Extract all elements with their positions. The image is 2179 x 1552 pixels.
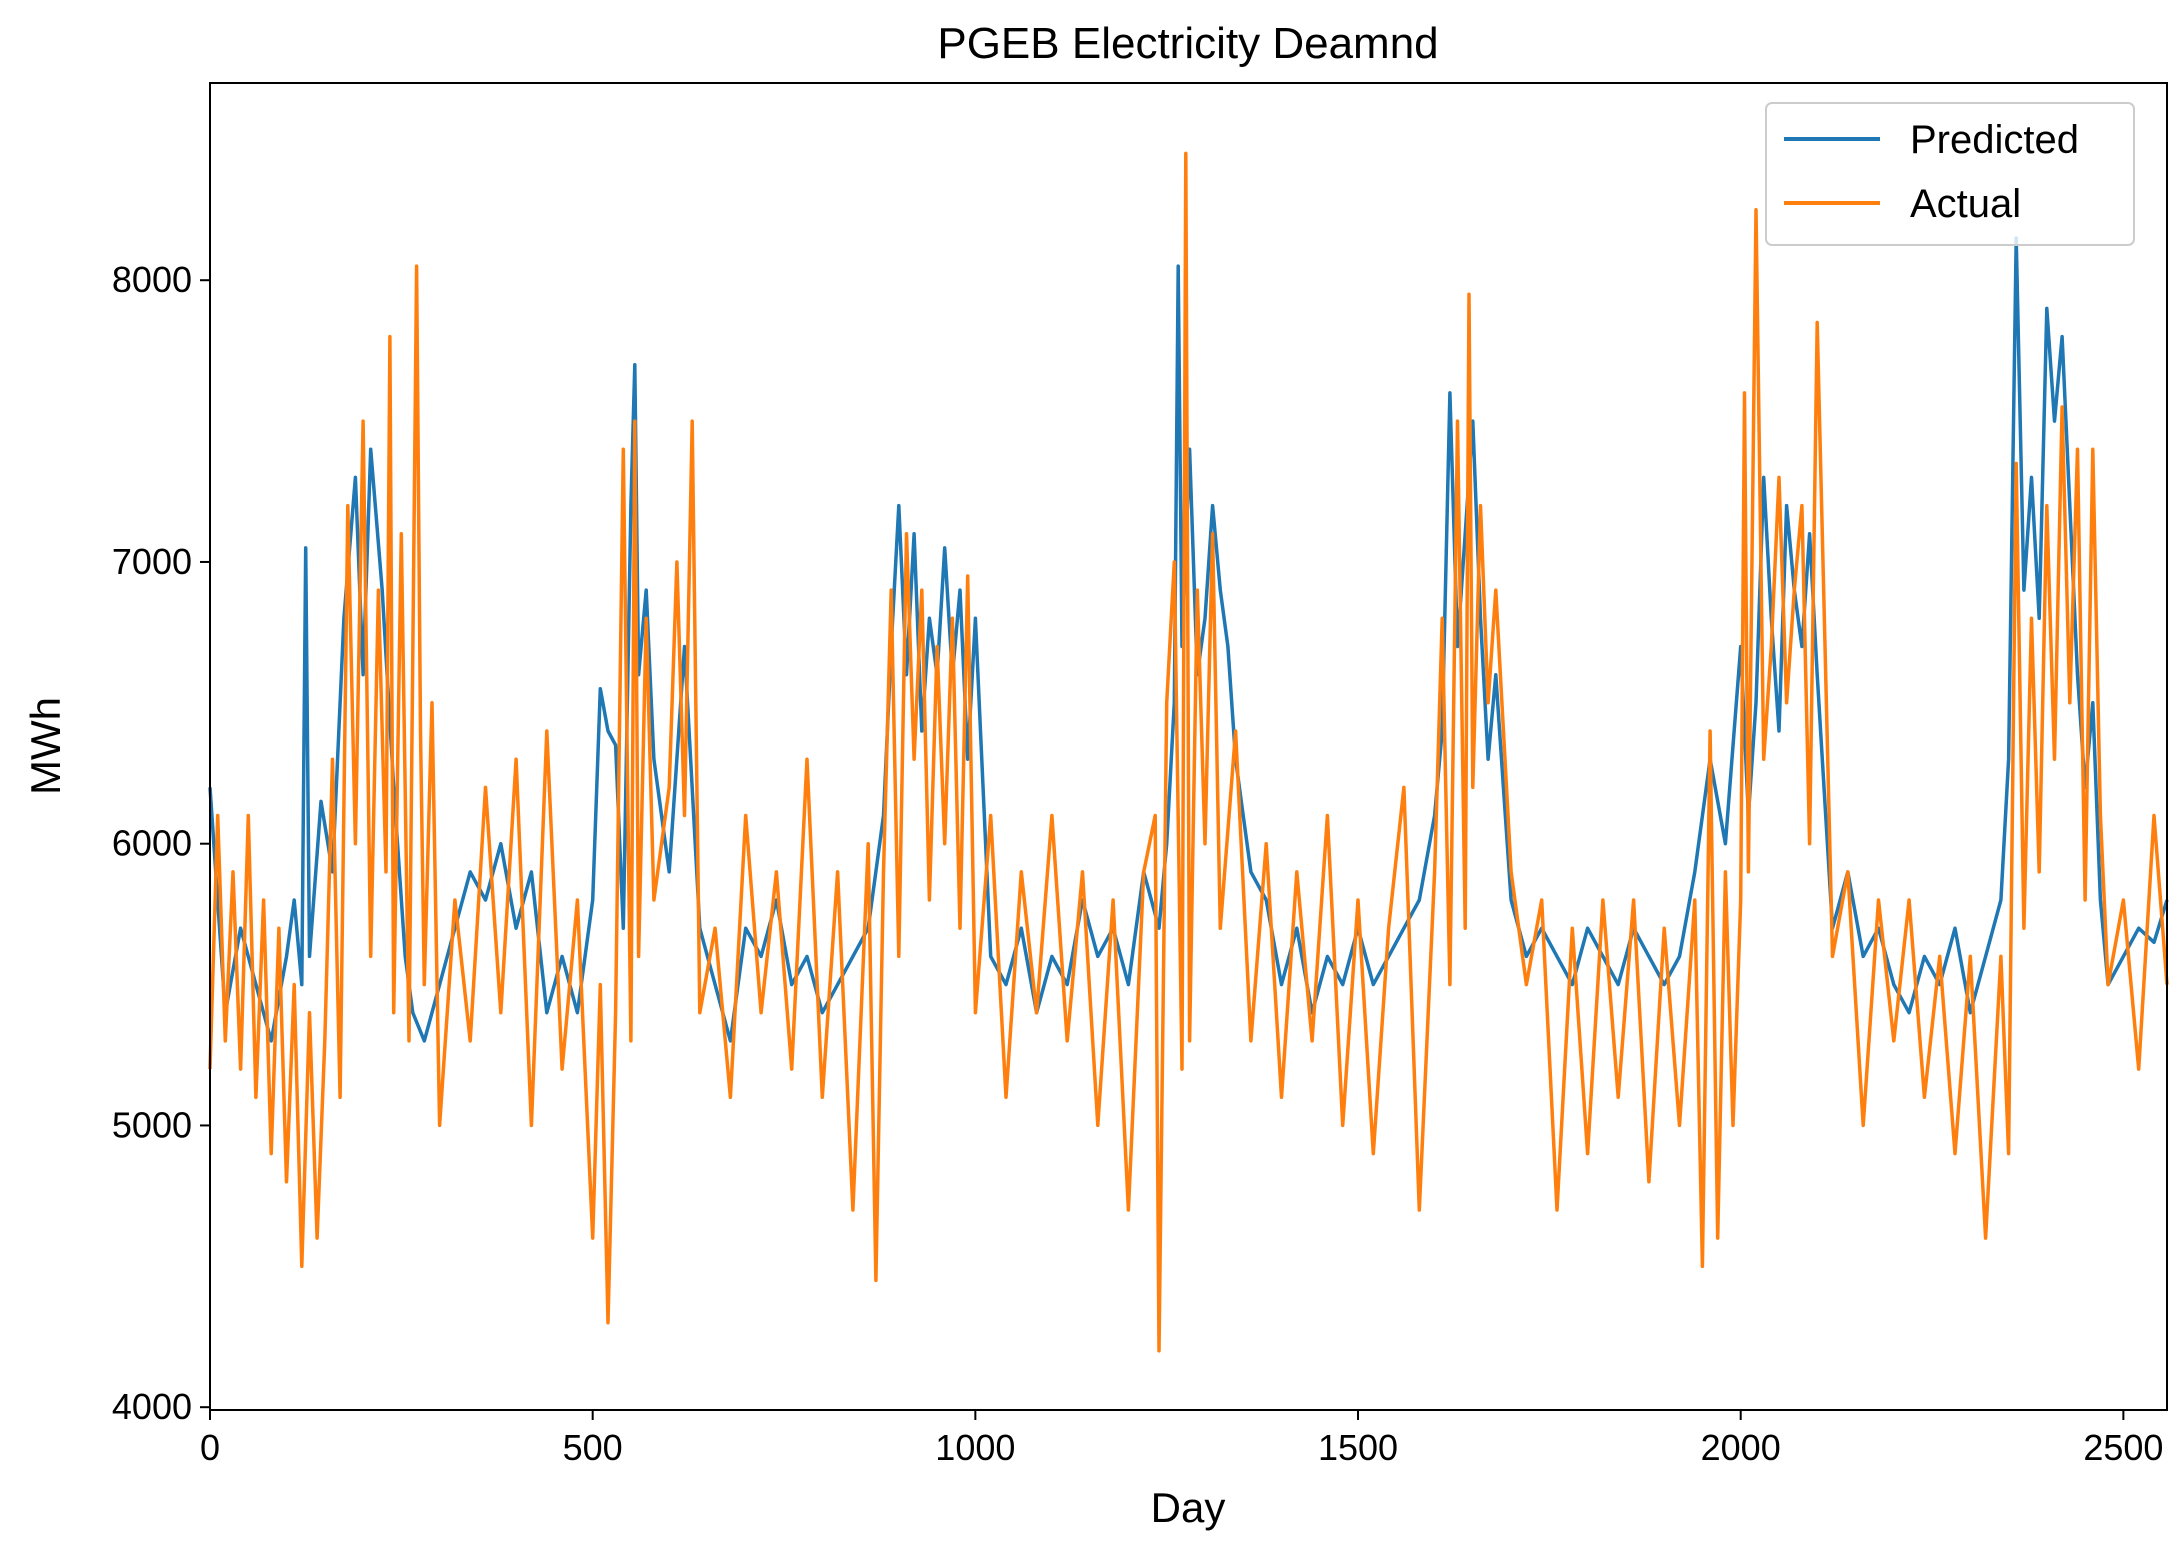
plot-frame	[209, 82, 2168, 1411]
series-line-actual	[208, 151, 2169, 1353]
x-tick-label: 500	[563, 1427, 623, 1468]
series-layer	[208, 151, 2169, 1353]
y-tick-label: 6000	[112, 823, 192, 864]
legend-label-actual: Actual	[1910, 182, 2021, 226]
x-tick-label: 1500	[1318, 1427, 1398, 1468]
y-tick-label: 7000	[112, 541, 192, 582]
x-tick-label: 0	[200, 1427, 220, 1468]
x-tick-label: 1000	[935, 1427, 1015, 1468]
y-tick-label: 5000	[112, 1104, 192, 1145]
y-tick-label: 4000	[112, 1386, 192, 1427]
x-tick-label: 2500	[2083, 1427, 2163, 1468]
x-axis-label: Day	[1151, 1484, 1226, 1531]
ticks-layer: 0 500 1000 1500 2000 2500 4000 5000 6000 7000 8000	[112, 259, 2164, 1468]
legend-label-predicted: Predicted	[1910, 118, 2079, 162]
y-tick-label: 8000	[112, 259, 192, 300]
x-tick-label: 2000	[1701, 1427, 1781, 1468]
y-axis-label: MWh	[22, 697, 69, 795]
chart-title: PGEB Electricity Deamnd	[937, 19, 1438, 68]
legend: Predicted Actual	[1765, 102, 2135, 246]
